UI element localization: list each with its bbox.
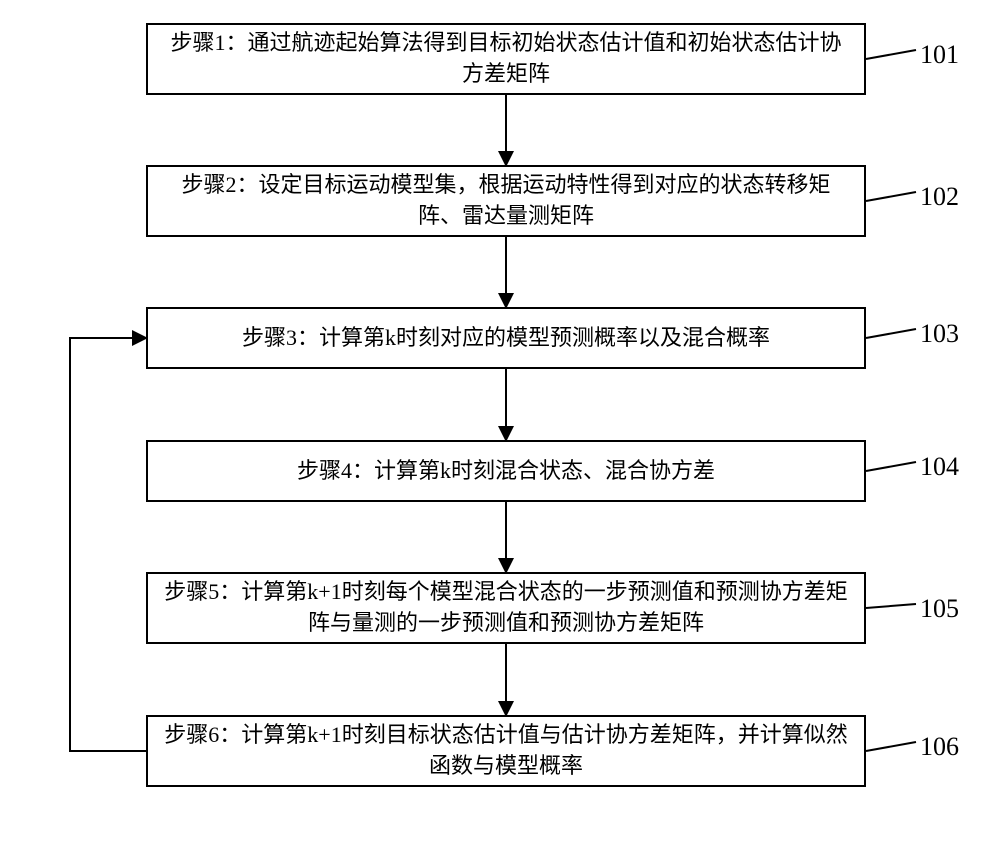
leader-103: [866, 329, 916, 338]
label-101: 101: [920, 40, 959, 70]
leader-106: [866, 742, 916, 751]
label-101-text: 101: [920, 40, 959, 69]
label-103-text: 103: [920, 319, 959, 348]
label-102-text: 102: [920, 182, 959, 211]
leader-104: [866, 462, 916, 471]
feedback-arrow: [70, 338, 146, 751]
step-1-text: 步骤1：通过航迹起始算法得到目标初始状态估计值和初始状态估计协方差矩阵: [160, 28, 852, 90]
leader-101: [866, 50, 916, 59]
label-103: 103: [920, 319, 959, 349]
label-105: 105: [920, 594, 959, 624]
step-5-text: 步骤5：计算第k+1时刻每个模型混合状态的一步预测值和预测协方差矩阵与量测的一步…: [160, 577, 852, 639]
step-6-box: 步骤6：计算第k+1时刻目标状态估计值与估计协方差矩阵，并计算似然函数与模型概率: [146, 715, 866, 787]
step-3-text: 步骤3：计算第k时刻对应的模型预测概率以及混合概率: [242, 323, 770, 354]
step-5-box: 步骤5：计算第k+1时刻每个模型混合状态的一步预测值和预测协方差矩阵与量测的一步…: [146, 572, 866, 644]
label-102: 102: [920, 182, 959, 212]
label-105-text: 105: [920, 594, 959, 623]
label-106: 106: [920, 732, 959, 762]
step-4-box: 步骤4：计算第k时刻混合状态、混合协方差: [146, 440, 866, 502]
leader-102: [866, 192, 916, 201]
step-6-text: 步骤6：计算第k+1时刻目标状态估计值与估计协方差矩阵，并计算似然函数与模型概率: [160, 720, 852, 782]
step-1-box: 步骤1：通过航迹起始算法得到目标初始状态估计值和初始状态估计协方差矩阵: [146, 23, 866, 95]
step-2-text: 步骤2：设定目标运动模型集，根据运动特性得到对应的状态转移矩阵、雷达量测矩阵: [160, 170, 852, 232]
step-3-box: 步骤3：计算第k时刻对应的模型预测概率以及混合概率: [146, 307, 866, 369]
step-2-box: 步骤2：设定目标运动模型集，根据运动特性得到对应的状态转移矩阵、雷达量测矩阵: [146, 165, 866, 237]
label-104: 104: [920, 452, 959, 482]
leader-105: [866, 604, 916, 608]
label-104-text: 104: [920, 452, 959, 481]
label-106-text: 106: [920, 732, 959, 761]
step-4-text: 步骤4：计算第k时刻混合状态、混合协方差: [297, 456, 715, 487]
